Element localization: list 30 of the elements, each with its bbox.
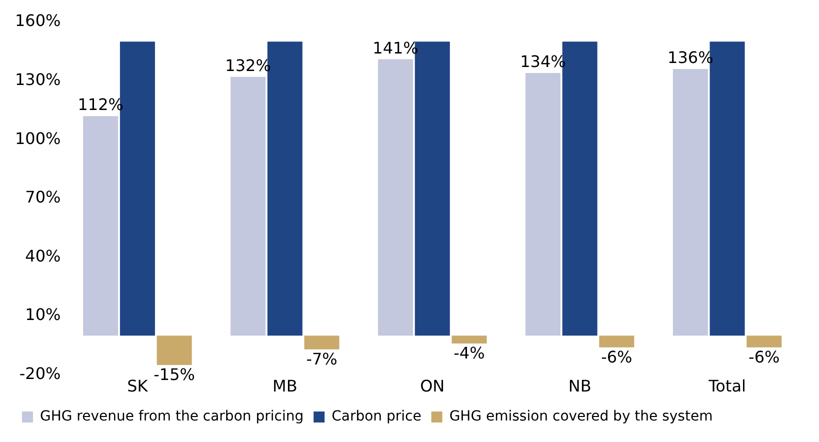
- y-tick-label: 100%: [14, 128, 61, 148]
- data-label: -6%: [748, 348, 780, 367]
- x-tick-label: ON: [420, 376, 445, 396]
- y-tick-label: 130%: [14, 70, 61, 89]
- y-tick-label: -20%: [19, 364, 61, 383]
- bar: [156, 336, 192, 365]
- bar: [525, 72, 560, 336]
- y-tick-label: 10%: [25, 305, 61, 324]
- x-tick-label: SK: [127, 376, 148, 396]
- bar: [672, 69, 708, 336]
- legend-label: GHG revenue from the carbon pricing: [40, 408, 304, 425]
- x-tick-label: MB: [272, 376, 298, 396]
- bar: [378, 59, 414, 336]
- bar: [452, 336, 487, 344]
- y-tick-label: 160%: [14, 11, 61, 30]
- bar: [304, 336, 340, 350]
- data-label: -15%: [154, 365, 196, 384]
- data-label: -7%: [306, 349, 338, 368]
- y-tick-label: 70%: [25, 188, 61, 207]
- legend-label: Carbon price: [332, 408, 422, 425]
- bar: [230, 76, 266, 336]
- data-label: -6%: [601, 348, 632, 367]
- x-tick-label: NB: [568, 376, 592, 396]
- data-label: -4%: [454, 344, 485, 363]
- bar: [746, 336, 782, 348]
- y-tick-label: 40%: [25, 246, 61, 266]
- bar: [83, 116, 118, 336]
- x-tick-label: Total: [708, 376, 746, 396]
- legend-label: GHG emission covered by the system: [449, 408, 713, 425]
- bar: [599, 336, 634, 348]
